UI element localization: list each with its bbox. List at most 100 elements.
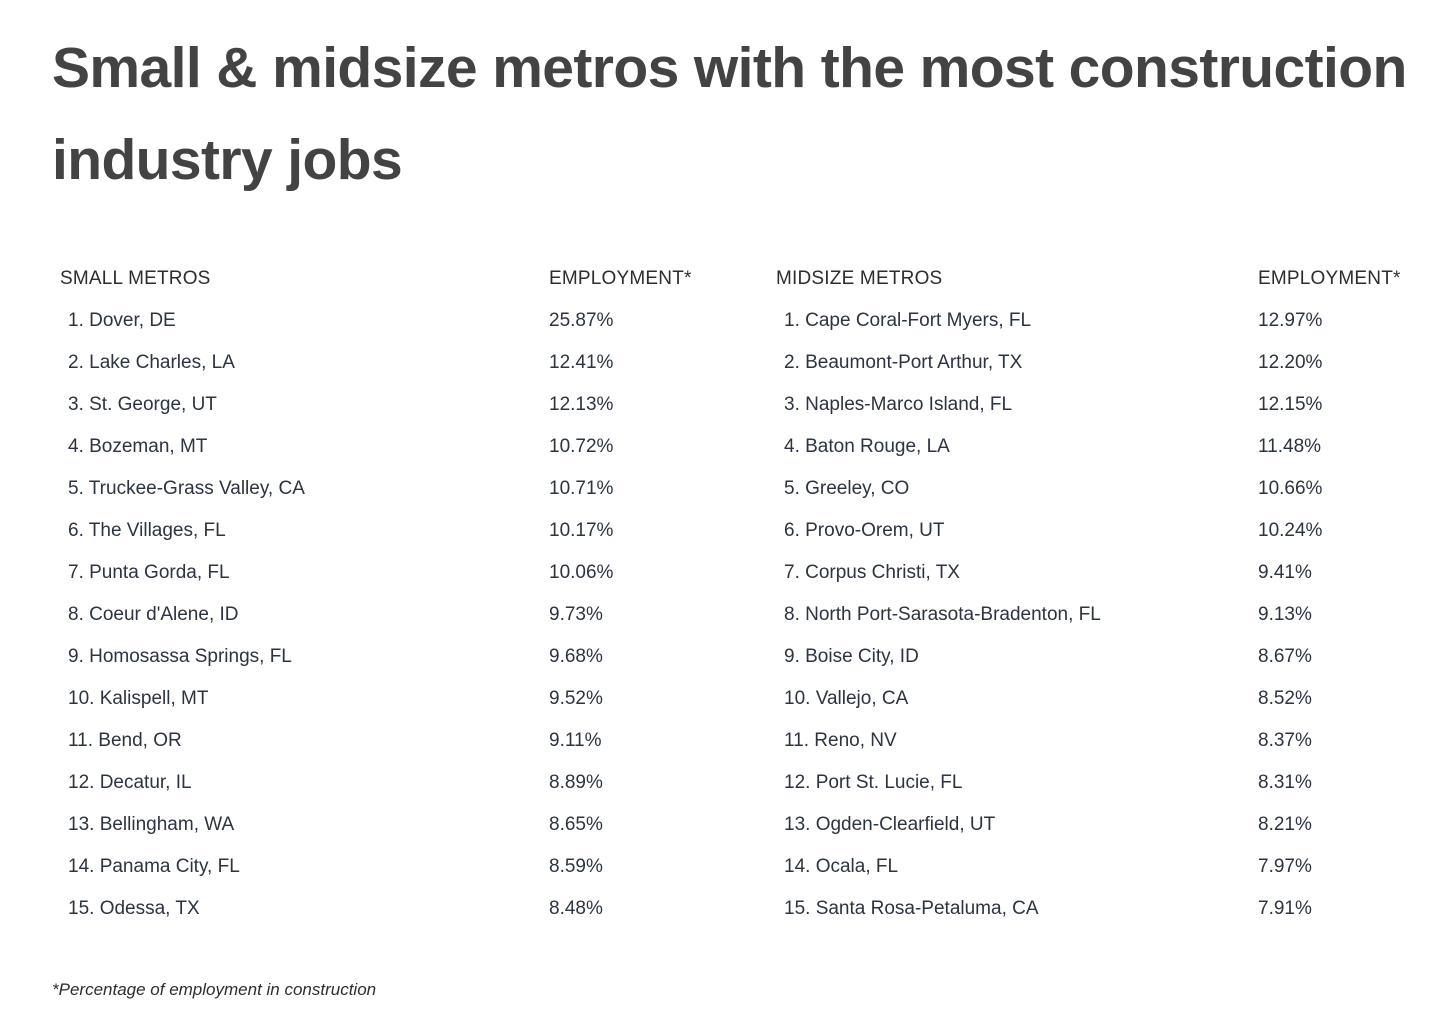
metro-name: 6. Provo-Orem, UT (784, 520, 945, 541)
metro-name: 11. Bend, OR (68, 730, 182, 751)
table-row: 11. Reno, NV 8.37% (776, 720, 1426, 762)
metro-name: 2. Lake Charles, LA (68, 352, 235, 373)
metro-name: 5. Truckee-Grass Valley, CA (68, 478, 305, 499)
employment-value: 10.24% (1258, 520, 1323, 541)
employment-value: 8.59% (549, 856, 603, 877)
metro-name: 13. Ogden-Clearfield, UT (784, 814, 996, 835)
table-row: 2. Lake Charles, LA 12.41% (60, 342, 740, 384)
employment-value: 25.87% (549, 310, 614, 331)
metro-name: 1. Cape Coral-Fort Myers, FL (784, 310, 1032, 331)
employment-value: 12.13% (549, 394, 614, 415)
employment-value: 7.97% (1258, 856, 1312, 877)
employment-value: 10.72% (549, 436, 614, 457)
employment-value: 8.89% (549, 772, 603, 793)
page-title: Small & midsize metros with the most con… (52, 36, 1407, 192)
employment-value: 8.52% (1258, 688, 1312, 709)
table-row: 4. Bozeman, MT 10.72% (60, 426, 740, 468)
column-header-employment: EMPLOYMENT* (549, 268, 692, 289)
table-row: 14. Ocala, FL 7.97% (776, 846, 1426, 888)
table-row: 15. Santa Rosa-Petaluma, CA 7.91% (776, 888, 1426, 930)
table-header: MIDSIZE METROS EMPLOYMENT* (776, 258, 1426, 300)
metro-name: 9. Homosassa Springs, FL (68, 646, 292, 667)
employment-value: 12.20% (1258, 352, 1323, 373)
metro-name: 15. Odessa, TX (68, 898, 200, 919)
midsize-metros-table: MIDSIZE METROS EMPLOYMENT* 1. Cape Coral… (776, 258, 1426, 930)
metro-name: 5. Greeley, CO (784, 478, 910, 499)
employment-value: 9.52% (549, 688, 603, 709)
table-row: 13. Bellingham, WA 8.65% (60, 804, 740, 846)
table-row: 3. Naples-Marco Island, FL 12.15% (776, 384, 1426, 426)
metro-name: 3. St. George, UT (68, 394, 217, 415)
table-row: 10. Vallejo, CA 8.52% (776, 678, 1426, 720)
small-metros-rows: 1. Dover, DE 25.87% 2. Lake Charles, LA 12.… (60, 300, 740, 930)
metro-name: 2. Beaumont-Port Arthur, TX (784, 352, 1023, 373)
table-row: 5. Greeley, CO 10.66% (776, 468, 1426, 510)
table-row: 14. Panama City, FL 8.59% (60, 846, 740, 888)
metro-name: 4. Bozeman, MT (68, 436, 208, 457)
employment-value: 8.21% (1258, 814, 1312, 835)
table-row: 6. Provo-Orem, UT 10.24% (776, 510, 1426, 552)
metro-name: 6. The Villages, FL (68, 520, 226, 541)
metro-name: 12. Decatur, IL (68, 772, 192, 793)
metro-name: 1. Dover, DE (68, 310, 176, 331)
metro-name: 7. Punta Gorda, FL (68, 562, 230, 583)
column-header-employment: EMPLOYMENT* (1258, 268, 1401, 289)
metro-name: 12. Port St. Lucie, FL (784, 772, 963, 793)
metro-name: 7. Corpus Christi, TX (784, 562, 960, 583)
table-row: 7. Corpus Christi, TX 9.41% (776, 552, 1426, 594)
column-header-small-metros: SMALL METROS (60, 268, 211, 289)
metro-name: 4. Baton Rouge, LA (784, 436, 950, 457)
employment-value: 8.31% (1258, 772, 1312, 793)
employment-value: 8.65% (549, 814, 603, 835)
column-header-midsize-metros: MIDSIZE METROS (776, 268, 943, 289)
employment-value: 8.37% (1258, 730, 1312, 751)
metro-name: 8. Coeur d'Alene, ID (68, 604, 239, 625)
table-row: 6. The Villages, FL 10.17% (60, 510, 740, 552)
employment-value: 11.48% (1258, 436, 1322, 457)
employment-value: 9.68% (549, 646, 603, 667)
employment-value: 7.91% (1258, 898, 1312, 919)
employment-value: 9.13% (1258, 604, 1312, 625)
table-header: SMALL METROS EMPLOYMENT* (60, 258, 740, 300)
table-row: 12. Port St. Lucie, FL 8.31% (776, 762, 1426, 804)
table-row: 2. Beaumont-Port Arthur, TX 12.20% (776, 342, 1426, 384)
metro-name: 9. Boise City, ID (784, 646, 919, 667)
metro-name: 11. Reno, NV (784, 730, 897, 751)
employment-value: 9.11% (549, 730, 602, 751)
table-row: 9. Homosassa Springs, FL 9.68% (60, 636, 740, 678)
table-row: 15. Odessa, TX 8.48% (60, 888, 740, 930)
employment-value: 10.17% (549, 520, 614, 541)
table-row: 5. Truckee-Grass Valley, CA 10.71% (60, 468, 740, 510)
metro-name: 13. Bellingham, WA (68, 814, 235, 835)
metro-name: 10. Kalispell, MT (68, 688, 209, 709)
employment-value: 9.73% (549, 604, 603, 625)
table-row: 4. Baton Rouge, LA 11.48% (776, 426, 1426, 468)
small-metros-table: SMALL METROS EMPLOYMENT* 1. Dover, DE 25.… (60, 258, 740, 930)
table-row: 9. Boise City, ID 8.67% (776, 636, 1426, 678)
employment-value: 12.15% (1258, 394, 1323, 415)
employment-value: 10.06% (549, 562, 614, 583)
table-row: 10. Kalispell, MT 9.52% (60, 678, 740, 720)
footnote: *Percentage of employment in constructio… (52, 980, 377, 999)
employment-value: 8.48% (549, 898, 603, 919)
employment-value: 12.97% (1258, 310, 1323, 331)
table-row: 7. Punta Gorda, FL 10.06% (60, 552, 740, 594)
table-row: 1. Dover, DE 25.87% (60, 300, 740, 342)
table-row: 1. Cape Coral-Fort Myers, FL 12.97% (776, 300, 1426, 342)
midsize-metros-rows: 1. Cape Coral-Fort Myers, FL 12.97% 2. Bea… (776, 300, 1426, 930)
metro-name: 8. North Port-Sarasota-Bradenton, FL (784, 604, 1101, 625)
table-row: 8. Coeur d'Alene, ID 9.73% (60, 594, 740, 636)
employment-value: 10.66% (1258, 478, 1323, 499)
metro-name: 3. Naples-Marco Island, FL (784, 394, 1013, 415)
table-row: 3. St. George, UT 12.13% (60, 384, 740, 426)
metro-name: 10. Vallejo, CA (784, 688, 909, 709)
table-row: 13. Ogden-Clearfield, UT 8.21% (776, 804, 1426, 846)
employment-value: 9.41% (1258, 562, 1312, 583)
table-row: 11. Bend, OR 9.11% (60, 720, 740, 762)
metro-name: 14. Panama City, FL (68, 856, 240, 877)
employment-value: 8.67% (1258, 646, 1312, 667)
table-row: 12. Decatur, IL 8.89% (60, 762, 740, 804)
table-row: 8. North Port-Sarasota-Bradenton, FL 9.13… (776, 594, 1426, 636)
metro-name: 14. Ocala, FL (784, 856, 899, 877)
metro-name: 15. Santa Rosa-Petaluma, CA (784, 898, 1039, 919)
